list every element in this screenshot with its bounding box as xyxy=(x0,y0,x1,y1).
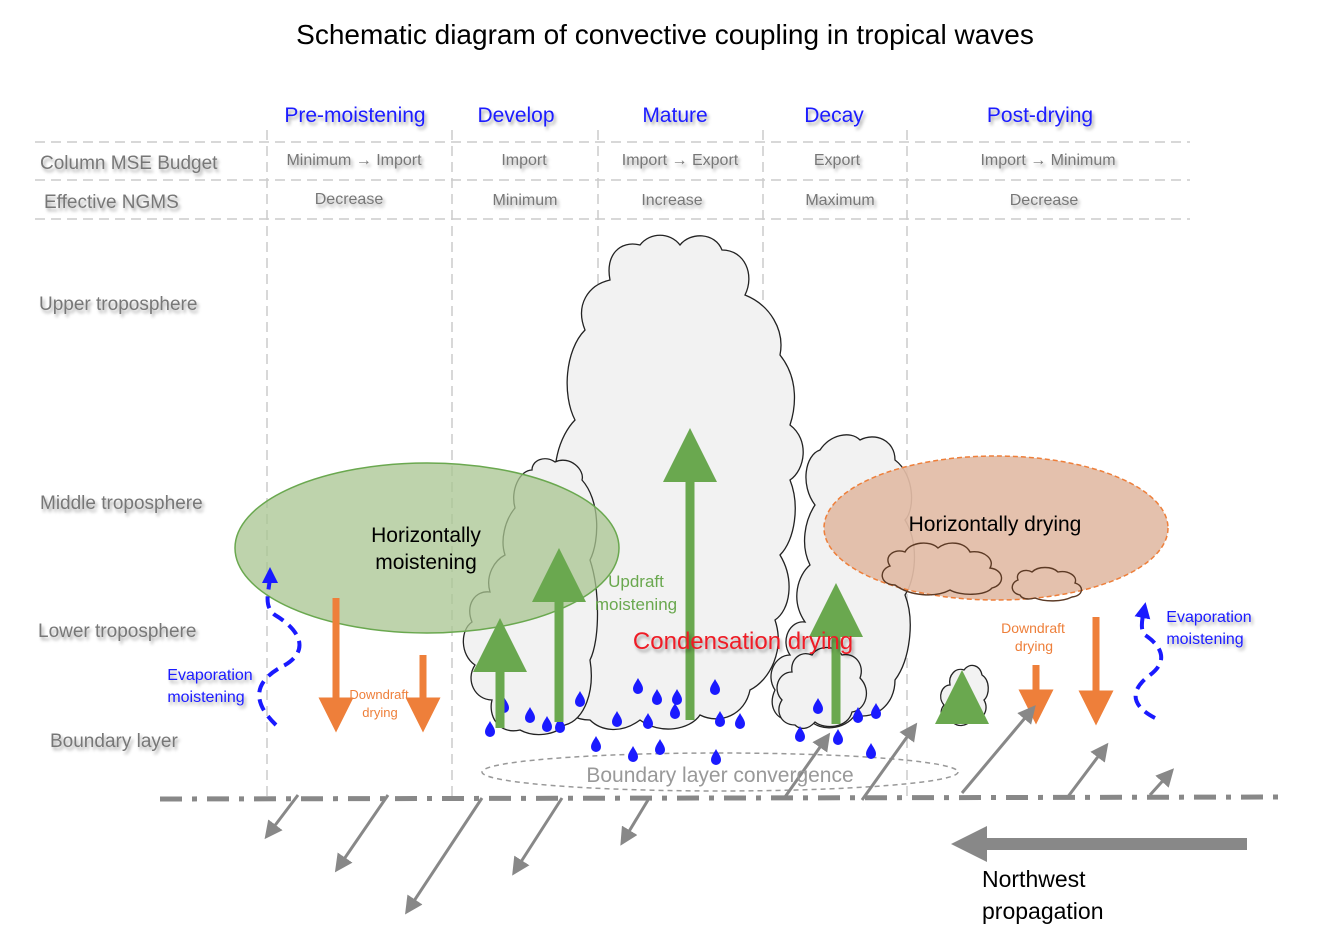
raindrop-icon xyxy=(715,711,725,727)
arrow-icon xyxy=(960,705,1036,794)
raindrop-icon xyxy=(710,679,720,695)
arrow-icon xyxy=(1133,602,1164,720)
arrow-icon xyxy=(257,567,302,727)
mse-post-drying: Import → Minimum xyxy=(980,152,1115,169)
label-horizontally-moistening-1: Horizontally xyxy=(371,524,481,547)
label-downdraft-right-1: Downdraft xyxy=(1001,620,1065,636)
label-downdraft-left-1: Downdraft xyxy=(349,687,409,702)
arrow-icon xyxy=(334,794,390,873)
raindrop-icon xyxy=(670,703,680,719)
level-boundary-layer: Boundary layer xyxy=(50,731,178,752)
phase-headers: Pre-moistening Develop Mature Decay Post… xyxy=(284,104,1093,127)
raindrop-icon xyxy=(871,703,881,719)
label-evaporation-right-1: Evaporation xyxy=(1166,609,1251,626)
raindrop-icon xyxy=(542,716,552,732)
arrow-icon xyxy=(1148,768,1175,797)
level-lower-troposphere: Lower troposphere xyxy=(38,621,196,642)
raindrop-icon xyxy=(628,746,638,762)
wind-arrows xyxy=(264,705,1175,915)
label-evaporation-left-2: moistening xyxy=(167,689,244,706)
raindrop-icon xyxy=(612,711,622,727)
raindrop-icon xyxy=(795,726,805,742)
row-label-ngms: Effective NGMS xyxy=(44,192,179,213)
drying-ellipse xyxy=(823,455,1169,601)
updraft-arrows xyxy=(473,428,989,728)
level-middle-troposphere: Middle troposphere xyxy=(40,493,203,514)
raindrop-icon xyxy=(652,689,662,705)
convergence-ellipse xyxy=(481,752,959,792)
ngms-post-drying: Decrease xyxy=(1010,192,1079,209)
arrow-icon xyxy=(264,794,300,840)
phase-pre-moistening: Pre-moistening xyxy=(284,104,425,127)
label-downdraft-left-2: drying xyxy=(362,705,397,720)
raindrop-icon xyxy=(575,691,585,707)
raindrop-icon xyxy=(813,698,823,714)
annotations: Horizontally moistening Horizontally dry… xyxy=(167,513,1251,924)
raindrop-icon xyxy=(633,678,643,694)
label-condensation-drying: Condensation drying xyxy=(633,628,853,655)
ngms-pre-moistening: Decrease xyxy=(315,191,384,208)
phase-develop: Develop xyxy=(477,104,554,127)
table-rows: Column MSE Budget Effective NGMS Minimum… xyxy=(40,152,1116,213)
arrow-icon xyxy=(860,722,918,801)
label-propagation-2: propagation xyxy=(982,898,1104,924)
raindrop-icon xyxy=(643,713,653,729)
dry-clouds xyxy=(881,542,1083,602)
level-upper-troposphere: Upper troposphere xyxy=(39,294,197,315)
label-boundary-layer-convergence: Boundary layer convergence xyxy=(586,764,853,787)
arrow-icon xyxy=(1065,742,1109,799)
label-evaporation-right-2: moistening xyxy=(1166,631,1243,648)
raindrop-icon xyxy=(672,689,682,705)
raindrop-icon xyxy=(853,707,863,723)
ngms-decay: Maximum xyxy=(805,192,874,209)
label-downdraft-right-2: drying xyxy=(1015,638,1053,654)
evaporation-arrows xyxy=(257,567,1164,727)
label-updraft-moistening-1: Updraft xyxy=(608,572,664,591)
arrow-icon xyxy=(405,797,484,915)
label-propagation-1: Northwest xyxy=(982,866,1086,892)
raindrops xyxy=(485,678,881,765)
diagram-title: Schematic diagram of convective coupling… xyxy=(296,19,1034,50)
raindrop-icon xyxy=(655,739,665,755)
downdraft-arrows xyxy=(318,598,1114,733)
mse-develop: Import xyxy=(501,152,547,169)
arrow-icon xyxy=(620,799,650,846)
raindrop-icon xyxy=(555,717,565,733)
ngms-mature: Increase xyxy=(641,192,702,209)
ground-line xyxy=(159,794,1286,802)
raindrop-icon xyxy=(833,729,843,745)
table-grid xyxy=(35,130,1190,800)
small-cloud-decay xyxy=(776,646,868,730)
raindrop-icon xyxy=(485,721,495,737)
raindrop-icon xyxy=(711,749,721,765)
raindrop-icon xyxy=(591,736,601,752)
raindrop-icon xyxy=(866,743,876,759)
arrow-icon xyxy=(783,732,831,798)
phase-mature: Mature xyxy=(642,104,707,127)
label-evaporation-left-1: Evaporation xyxy=(167,667,252,684)
moistening-ellipse xyxy=(234,462,620,634)
mse-pre-moistening: Minimum → Import xyxy=(286,152,422,169)
raindrop-icon xyxy=(525,707,535,723)
mse-mature: Import → Export xyxy=(622,152,739,169)
row-label-mse: Column MSE Budget xyxy=(40,153,218,174)
arrow-icon xyxy=(512,797,564,876)
label-updraft-moistening-2: moistening xyxy=(595,595,677,614)
label-horizontally-drying: Horizontally drying xyxy=(909,513,1082,536)
level-labels: Upper troposphere Middle troposphere Low… xyxy=(38,294,203,752)
label-horizontally-moistening-2: moistening xyxy=(375,551,477,574)
mse-decay: Export xyxy=(814,152,861,169)
phase-decay: Decay xyxy=(804,104,864,127)
raindrop-icon xyxy=(735,713,745,729)
ngms-develop: Minimum xyxy=(493,192,558,209)
phase-post-drying: Post-drying xyxy=(987,104,1093,127)
